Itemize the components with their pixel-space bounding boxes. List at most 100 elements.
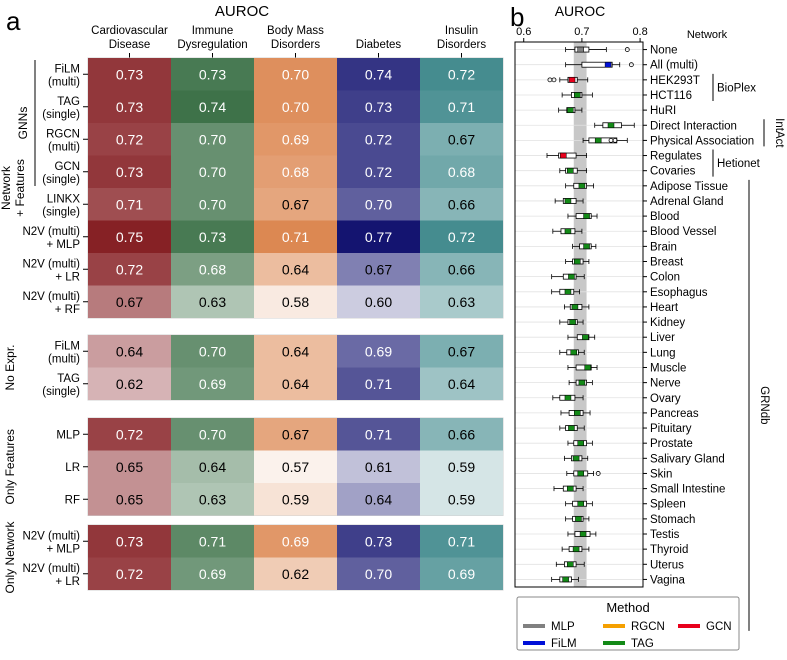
heatmap-value: 0.67: [282, 196, 309, 212]
heatmap-value: 0.71: [448, 533, 475, 549]
heatmap-value: 0.72: [116, 426, 143, 442]
network-label: Prostate: [650, 438, 693, 450]
group-label: Only Features: [3, 429, 17, 504]
boxplot-frame: [514, 41, 644, 588]
median-marker: [567, 561, 574, 568]
heatmap-cell: [254, 557, 337, 590]
heatmap-cell: [337, 220, 420, 253]
heatmap-value: 0.69: [282, 131, 309, 147]
network-label: Colon: [650, 272, 680, 284]
row-label: TAG: [57, 373, 80, 385]
heatmap-value: 0.67: [448, 343, 475, 359]
heatmap-value: 0.72: [365, 131, 392, 147]
column-label: Immune: [192, 25, 234, 37]
heatmap-cell: [420, 335, 503, 368]
heatmap-value: 0.67: [282, 426, 309, 442]
heatmap-cell: [254, 483, 337, 516]
group-label: Network: [0, 165, 13, 210]
heatmap-value: 0.64: [365, 491, 392, 507]
network-label: All (multi): [650, 60, 698, 72]
heatmap-cell: [254, 58, 337, 91]
median-marker: [582, 334, 589, 340]
row-label: (single): [42, 109, 80, 121]
heatmap-value: 0.64: [282, 376, 309, 392]
row-label: + LR: [55, 576, 80, 588]
network-label: Blood: [650, 211, 679, 223]
network-label: None: [650, 45, 678, 57]
row-label: (multi): [48, 76, 80, 88]
heatmap-cell: [88, 155, 171, 188]
median-marker: [577, 46, 584, 53]
legend-label: RGCN: [631, 621, 665, 633]
row-label: (single): [42, 386, 80, 398]
heatmap-value: 0.73: [365, 533, 392, 549]
heatmap-cell: [420, 367, 503, 400]
heatmap-value: 0.62: [282, 566, 309, 582]
heatmap-cell: [171, 188, 254, 221]
heatmap-value: 0.64: [282, 343, 309, 359]
row-label: GCN: [54, 161, 80, 173]
column-label: Cardiovascular: [91, 25, 168, 37]
median-marker: [578, 379, 586, 386]
heatmap-value: 0.74: [199, 99, 226, 115]
heatmap-value: 0.66: [448, 261, 475, 277]
network-label: Blood Vessel: [650, 226, 717, 238]
network-label: Regulates: [650, 151, 702, 163]
median-marker: [583, 243, 590, 250]
row-label: RGCN: [46, 128, 80, 140]
group-bracket-label: BioPlex: [717, 82, 756, 94]
heatmap-cell: [88, 557, 171, 590]
heatmap-value: 0.69: [448, 566, 475, 582]
network-label: Skin: [650, 468, 672, 480]
heatmap-cell: [420, 253, 503, 286]
heatmap-value: 0.71: [199, 533, 226, 549]
heatmap-cell: [337, 285, 420, 318]
median-marker: [560, 152, 567, 159]
heatmap-value: 0.70: [365, 566, 392, 582]
heatmap-value: 0.70: [282, 99, 309, 115]
row-label: N2V (multi): [22, 226, 80, 238]
heatmap-cell: [254, 367, 337, 400]
median-marker: [568, 273, 575, 280]
median-marker: [569, 319, 576, 325]
median-marker: [574, 258, 581, 265]
row-label: (multi): [48, 141, 80, 153]
heatmap-cell: [337, 483, 420, 516]
network-label: Liver: [650, 332, 675, 344]
heatmap-cell: [337, 253, 420, 286]
heatmap-value: 0.73: [199, 66, 226, 82]
heatmap-value: 0.69: [199, 376, 226, 392]
outlier-point: [595, 471, 601, 476]
heatmap-value: 0.60: [365, 294, 392, 310]
heatmap-cell: [171, 90, 254, 123]
heatmap-value: 0.71: [365, 426, 392, 442]
heatmap-cell: [88, 418, 171, 451]
heatmap-cell: [88, 483, 171, 516]
heatmap-value: 0.70: [199, 131, 226, 147]
network-label: Small Intestine: [650, 484, 725, 496]
network-label: Pituitary: [650, 423, 692, 435]
network-label: Pancreas: [650, 408, 699, 420]
heatmap-value: 0.59: [448, 459, 475, 475]
heatmap-value: 0.65: [116, 459, 143, 475]
heatmap-cell: [88, 335, 171, 368]
heatmap-cell: [337, 58, 420, 91]
heatmap-cell: [254, 450, 337, 483]
heatmap-cell: [337, 335, 420, 368]
heatmap-value: 0.67: [365, 261, 392, 277]
group-bracket-label: IntAct: [773, 118, 785, 148]
heatmap-value: 0.72: [116, 566, 143, 582]
network-label: Adrenal Gland: [650, 196, 724, 208]
heatmap-cell: [337, 188, 420, 221]
network-label: Thyroid: [650, 544, 688, 556]
network-label: Breast: [650, 257, 684, 269]
heatmap-value: 0.71: [448, 99, 475, 115]
median-marker: [572, 455, 580, 462]
median-marker: [564, 289, 572, 295]
group-label: + Features: [13, 159, 27, 217]
heatmap-value: 0.72: [116, 131, 143, 147]
median-marker: [562, 576, 569, 583]
median-marker: [567, 107, 574, 113]
heatmap-value: 0.77: [365, 229, 392, 245]
row-label: + MLP: [46, 543, 80, 555]
